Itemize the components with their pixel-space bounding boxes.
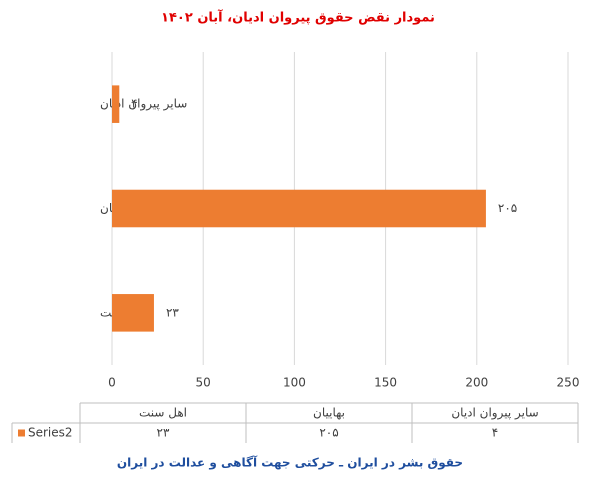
table-value: ۲۳ <box>157 426 170 440</box>
footer: حقوق بشر در ایران ـ حرکتی جهت آگاهی و عد… <box>117 455 463 471</box>
chart-title: نمودار نقض حقوق پیروان ادیان، آبان ۱۴۰۲ <box>161 9 435 26</box>
data-label: ۴ <box>131 97 137 111</box>
table-value: ۴ <box>492 426 498 440</box>
x-tick-label: 100 <box>283 376 306 390</box>
legend-key <box>18 429 25 437</box>
x-tick-label: 150 <box>374 376 397 390</box>
y-tick-label: سایر پیروان ادیان <box>100 97 187 112</box>
data-label: ۲۰۵ <box>498 201 517 215</box>
table-header: بهاییان <box>313 406 345 420</box>
x-tick-label: 250 <box>557 376 580 390</box>
bar <box>112 189 486 228</box>
table-header: اهل سنت <box>139 406 187 420</box>
table-value: ۲۰۵ <box>319 426 338 440</box>
bar <box>112 85 120 123</box>
bar <box>112 294 154 332</box>
legend-label: Series2 <box>28 426 73 440</box>
x-tick-label: 0 <box>108 376 116 390</box>
x-tick-label: 200 <box>465 376 488 390</box>
data-label: ۲۳ <box>166 305 179 319</box>
table-header: سایر پیروان ادیان <box>451 406 538 421</box>
x-tick-label: 50 <box>196 376 211 390</box>
